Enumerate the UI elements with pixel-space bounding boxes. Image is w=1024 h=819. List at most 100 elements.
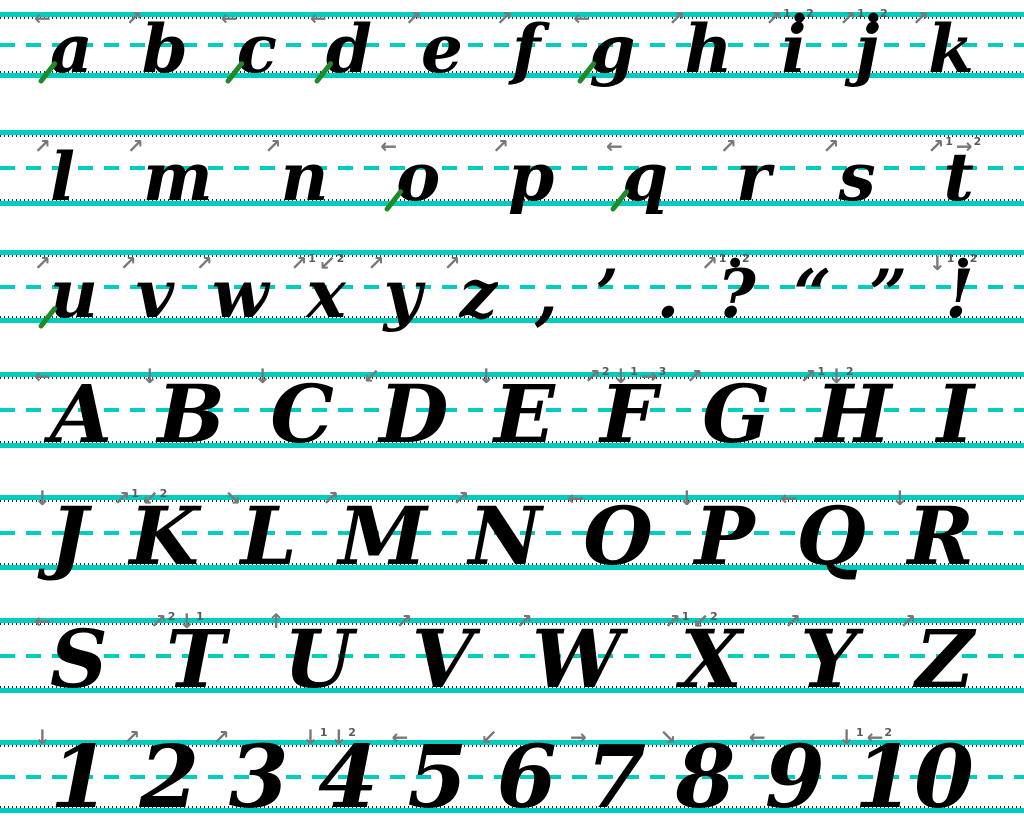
stroke-arrow: ← [310,8,327,28]
dot-icon: ● [867,10,880,25]
arrow-icon: ← [34,6,51,30]
glyph-char: w [211,255,269,333]
stroke-arrow: ↓ [34,488,51,508]
arrow-icon: ↗ [264,134,282,158]
arrow-icon: ← [780,486,797,510]
arrow-icon: ← [220,6,238,30]
dot-icon: ● [729,255,741,270]
guideline-baseline-solid [0,688,1024,693]
stroke-arrow: ↗ 1 [664,611,689,631]
arrow-icon: ↗ [322,486,340,510]
glyph-row: ← a ↗ b ← c ← d ↗ e ↗ f ← g ↗ h ↗ 1 ● 2 i ↗ 1 ● 2 j ↗ k [34,8,974,85]
stroke-marks: ← [310,8,327,28]
arrow-icon: ↗ [123,725,141,749]
stroke-number: 1 [319,726,328,739]
guideline-base-dotted [0,441,1024,443]
stroke-marks: ↗ [34,253,51,273]
stroke-arrow: ← [221,8,238,28]
arrow-icon: ↗ [701,251,718,275]
glyph-char: G [702,367,771,461]
glyph-char: 8 [675,727,736,819]
glyph-char: o [396,138,441,216]
stroke-arrow: ↗ [823,136,840,156]
stroke-arrow: ↑ [268,611,285,631]
stroke-arrow: ← [391,727,408,747]
glyph-char: M [338,489,427,583]
stroke-number: 1 [817,365,826,378]
arrow-icon: → [640,364,658,388]
glyph-char: H [815,367,892,461]
stroke-marks: ← [34,366,51,386]
arrow-icon: ↓ [34,486,51,510]
stroke-number: 2 [845,365,854,378]
glyph-char: h [684,10,733,88]
arrow-icon: ↗ [395,609,413,633]
glyph-period: . [656,261,679,328]
writing-row-lowercase-u-to-z-and-punctuation: ↗ u ↗ v ↗ w ↗ 1 ↙ 2 x ↗ y ↗ z,’. ↗ 1 ● 2? “” ↓ 1 ● 2! [0,250,1024,330]
guideline-top-solid [0,618,1024,623]
stroke-marks: ← [391,727,408,747]
stroke-dot: ● 2 [868,8,888,24]
glyph-char: z [459,255,498,333]
arrow-icon: ↗ [452,486,470,510]
stroke-arrow: ← [573,8,590,28]
stroke-number: 1 [308,252,316,265]
stroke-number: 1 [783,7,791,20]
arrow-icon: ↗ [125,6,143,30]
arrow-icon: ↗ [765,6,783,30]
stroke-arrow: ↘ [225,488,242,508]
arrow-icon: ← [34,609,51,633]
stroke-marks: ↘ [660,727,677,747]
arrow-icon: ↗ [686,364,703,388]
stroke-number: 2 [710,610,718,623]
arrow-icon: ↗ [719,134,737,158]
stroke-arrow: ↘ [660,727,677,747]
guideline-top-solid [0,130,1024,135]
glyph-letter-g: ← g [573,8,635,85]
stroke-arrow: ↗ 2 [584,366,609,386]
glyph-char: U [283,612,354,706]
glyph-char: f [511,10,541,88]
glyph-letter-P: ↓ P [678,488,754,577]
guideline-base-dotted [0,806,1024,808]
stroke-arrow: ← [380,136,397,156]
glyph-letter-F: ↗ 2 ↓ 1 → 3 F [584,366,666,455]
stroke-dot: ● 2 [730,253,750,269]
stroke-arrow: ↗ 1 [927,136,952,156]
glyph-char: 9 [764,727,825,819]
glyph-closing-quote: ” [869,261,907,328]
arrow-icon: ← [748,725,766,749]
glyph-char: a [50,10,93,88]
stroke-arrow: ↓ [891,488,908,508]
glyph-char: ? [717,255,756,333]
glyph-letter-Q: ← Q [780,488,866,577]
glyph-row: ↓ 1 ↗ 2 ↗ 3 ↓ 1 ↓ 2 4 ← 5 ↙ 6 → 7 ↘ 8 ← 9 ↓ 1 ← 2 10 [34,727,974,819]
stroke-marks: ↗ [127,136,144,156]
glyph-char: g [589,10,636,88]
stroke-number: 2 [601,365,610,378]
dot-icon: ● [793,10,806,25]
stroke-arrow: ↓ 2 [828,366,853,386]
stroke-number: 1 [630,365,638,378]
stroke-arrow: ↗ [396,611,413,631]
stroke-marks: ↓ 1 ↓ 2 [302,727,356,747]
stroke-marks: ↗ [120,253,137,273]
stroke-marks: ↓ [478,366,495,386]
glyph-char: b [141,10,188,88]
stroke-arrow: ↗ [213,727,230,747]
arrow-icon: ↗ [822,134,840,158]
glyph-char: Z [915,612,974,706]
glyph-char: k [928,10,974,88]
glyph-letter-h: ↗ h [668,8,732,83]
arrow-icon: ↗ [212,725,230,749]
stroke-marks: ↗ 1 → 2 [927,136,981,156]
stroke-arrow: → 3 [641,366,666,386]
arrow-icon: ↗ [495,6,513,30]
glyph-char: T [165,612,226,706]
glyph-number-10: ↓ 1 ← 2 10 [838,727,974,819]
arrow-icon: ↗ [799,364,817,388]
arrow-icon: ↗ [492,134,509,158]
stroke-marks: ← [567,488,584,508]
guideline-top-dotted [0,623,1024,625]
stroke-arrow: ↗ 1 [800,366,825,386]
